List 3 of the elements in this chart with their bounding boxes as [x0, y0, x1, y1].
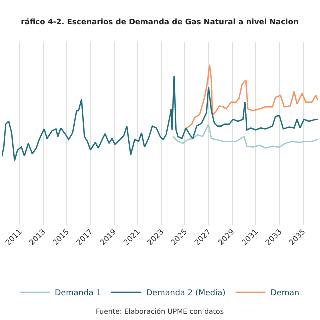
legend-label: Demanda 2 (Media)	[146, 288, 226, 298]
legend-label: Demanda 1	[55, 288, 102, 298]
legend-label: Deman	[270, 288, 300, 298]
